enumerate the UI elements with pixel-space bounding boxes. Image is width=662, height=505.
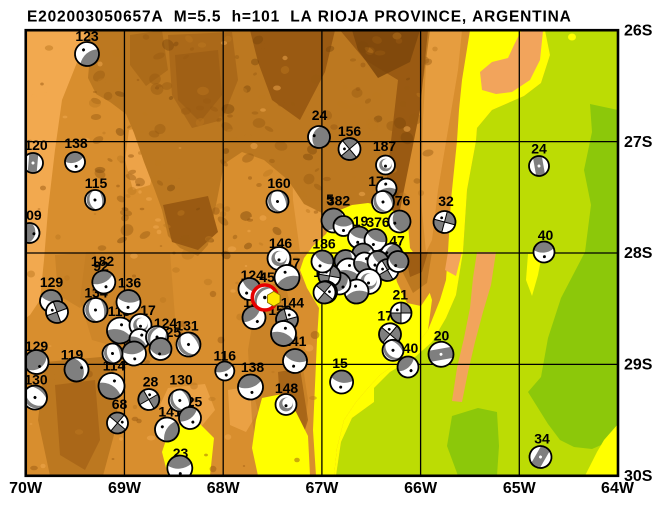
svg-text:40: 40 [403, 340, 419, 356]
svg-text:24: 24 [531, 141, 547, 157]
svg-text:5: 5 [326, 191, 334, 207]
svg-text:28S: 28S [624, 245, 653, 262]
svg-text:67W: 67W [305, 480, 339, 497]
svg-text:65W: 65W [503, 480, 537, 497]
svg-text:26S: 26S [624, 22, 653, 39]
svg-text:136: 136 [118, 275, 142, 291]
svg-text:130: 130 [24, 372, 48, 388]
svg-text:24: 24 [312, 107, 328, 123]
svg-text:34: 34 [534, 431, 550, 447]
svg-text:131: 131 [175, 318, 199, 334]
svg-text:182: 182 [91, 253, 115, 269]
svg-text:138: 138 [241, 359, 265, 375]
svg-text:138: 138 [64, 135, 88, 151]
svg-text:19: 19 [353, 213, 369, 229]
svg-text:187: 187 [373, 138, 397, 154]
svg-text:76: 76 [395, 193, 411, 209]
svg-text:70W: 70W [9, 480, 43, 497]
svg-text:29S: 29S [624, 357, 653, 374]
svg-text:129: 129 [40, 274, 64, 290]
svg-text:17: 17 [377, 308, 393, 324]
svg-text:160: 160 [267, 175, 291, 191]
svg-text:109: 109 [18, 207, 42, 223]
svg-text:27S: 27S [624, 134, 653, 151]
svg-text:382: 382 [327, 193, 351, 209]
svg-text:20: 20 [434, 328, 450, 344]
svg-text:32: 32 [438, 193, 454, 209]
svg-text:66W: 66W [404, 480, 438, 497]
svg-text:E202003050657A M=5.5 h=101: E202003050657A M=5.5 h=101 LA RIOJA PROV… [27, 9, 572, 26]
svg-text:68W: 68W [207, 480, 241, 497]
svg-text:129: 129 [25, 338, 49, 354]
svg-text:45: 45 [259, 269, 275, 285]
svg-text:156: 156 [338, 123, 362, 139]
svg-text:15: 15 [332, 355, 348, 371]
svg-text:144: 144 [281, 295, 305, 311]
svg-text:40: 40 [538, 227, 554, 243]
svg-text:186: 186 [312, 236, 336, 252]
svg-text:69W: 69W [108, 480, 142, 497]
svg-text:115: 115 [85, 175, 108, 191]
svg-text:148: 148 [275, 380, 299, 396]
svg-text:64W: 64W [601, 480, 635, 497]
svg-text:123: 123 [75, 28, 99, 44]
svg-text:21: 21 [393, 287, 409, 303]
svg-text:68: 68 [112, 396, 128, 412]
svg-text:130: 130 [169, 372, 193, 388]
svg-text:376: 376 [366, 214, 390, 230]
svg-text:28: 28 [143, 374, 159, 390]
svg-text:30S: 30S [624, 468, 653, 485]
svg-text:120: 120 [24, 137, 48, 153]
svg-text:116: 116 [214, 348, 237, 364]
